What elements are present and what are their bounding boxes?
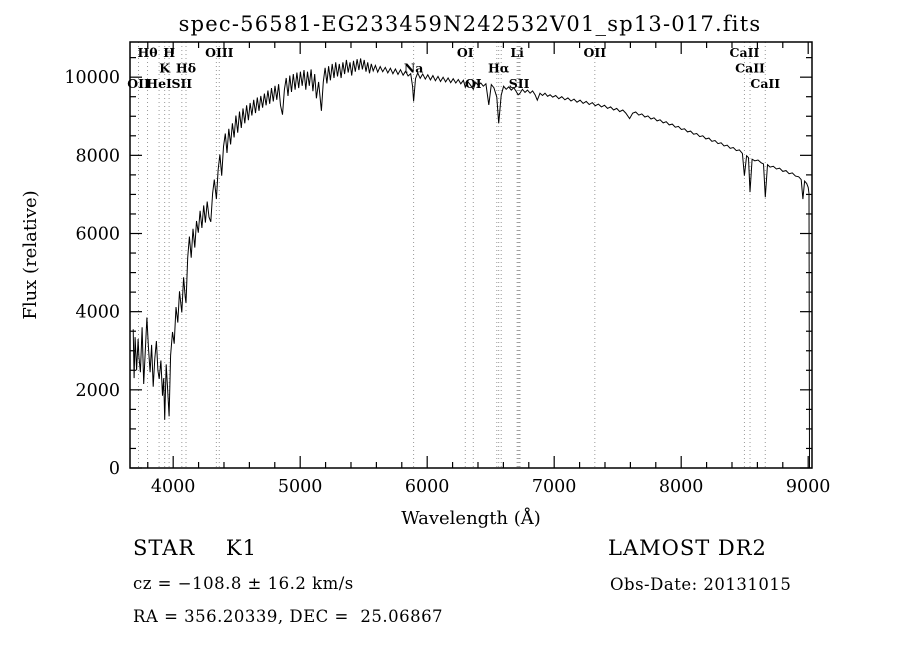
survey-label: LAMOST DR2 bbox=[608, 536, 767, 560]
spectral-line-label: OII bbox=[127, 76, 150, 91]
spectral-line-label: OI bbox=[457, 45, 474, 60]
spectral-line-label: Li bbox=[510, 45, 524, 60]
coordinates-label: RA = 356.20339, DEC = 25.06867 bbox=[133, 607, 444, 626]
x-tick-label: 6000 bbox=[405, 477, 450, 497]
x-tick-label: 4000 bbox=[151, 477, 196, 497]
x-axis-title: Wavelength (Å) bbox=[401, 507, 541, 529]
spectral-line-label: CaII bbox=[750, 76, 780, 91]
x-tick-label: 9000 bbox=[786, 477, 831, 497]
y-axis-title: Flux (relative) bbox=[20, 190, 41, 319]
spectral-line-label: HeI bbox=[146, 76, 172, 91]
spectral-line-label: Na bbox=[404, 61, 424, 76]
y-tick-label: 8000 bbox=[75, 146, 120, 166]
spectral-line-label: OIII bbox=[205, 45, 234, 60]
y-tick-label: 6000 bbox=[75, 225, 120, 245]
spectral-line-label: H bbox=[163, 45, 175, 60]
object-class-label: STAR K1 bbox=[133, 536, 257, 560]
y-tick-label: 0 bbox=[109, 459, 120, 479]
spectral-line-label: SII bbox=[509, 76, 530, 91]
spectrum-trace bbox=[132, 58, 810, 469]
spectral-line-label: SII bbox=[171, 76, 192, 91]
obs-date-label: Obs-Date: 20131015 bbox=[610, 575, 792, 594]
y-tick-label: 4000 bbox=[75, 303, 120, 323]
x-tick-label: 7000 bbox=[532, 477, 577, 497]
y-tick-label: 10000 bbox=[64, 68, 120, 88]
page-title: spec-56581-EG233459N242532V01_sp13-017.f… bbox=[178, 12, 762, 36]
x-tick-label: 8000 bbox=[659, 477, 704, 497]
spectral-line-label: CaII bbox=[730, 45, 760, 60]
spectral-line-label: Hα bbox=[488, 61, 510, 76]
spectral-line-label: Hδ bbox=[176, 61, 196, 76]
plot-frame bbox=[129, 41, 813, 469]
spectral-line-label: Hθ bbox=[137, 45, 157, 60]
spectral-line-label: OII bbox=[584, 45, 607, 60]
cz-velocity-label: cz = −108.8 ± 16.2 km/s bbox=[133, 574, 354, 593]
spectral-line-label: K bbox=[159, 61, 171, 76]
x-tick-label: 5000 bbox=[278, 477, 323, 497]
y-tick-label: 2000 bbox=[75, 381, 120, 401]
spectral-line-label: CaII bbox=[735, 61, 765, 76]
spectral-line-label: OI bbox=[465, 76, 482, 91]
